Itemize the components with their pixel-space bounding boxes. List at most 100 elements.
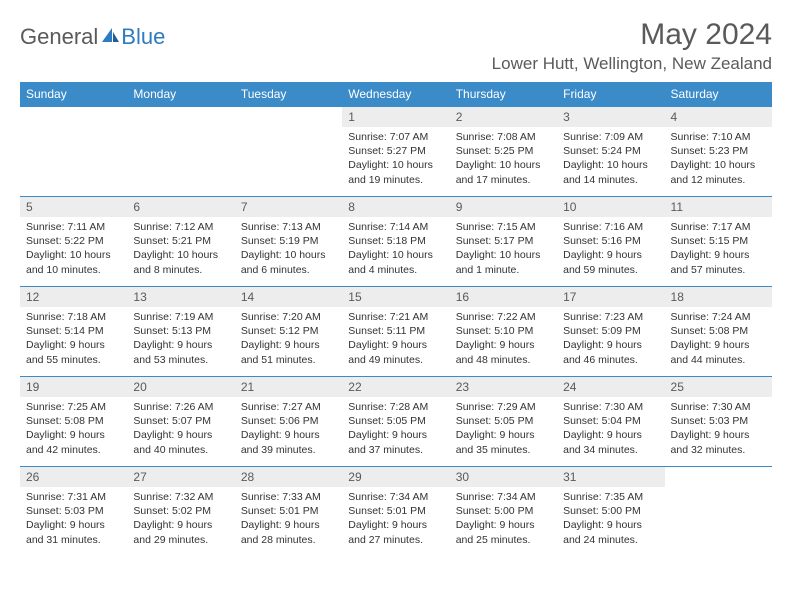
day-details: Sunrise: 7:19 AM Sunset: 5:13 PM Dayligh…: [127, 307, 234, 371]
day-details: Sunrise: 7:16 AM Sunset: 5:16 PM Dayligh…: [557, 217, 664, 281]
day-details: Sunrise: 7:32 AM Sunset: 5:02 PM Dayligh…: [127, 487, 234, 551]
calendar-cell: 18Sunrise: 7:24 AM Sunset: 5:08 PM Dayli…: [665, 287, 772, 377]
day-details: Sunrise: 7:27 AM Sunset: 5:06 PM Dayligh…: [235, 397, 342, 461]
calendar-cell: 8Sunrise: 7:14 AM Sunset: 5:18 PM Daylig…: [342, 197, 449, 287]
calendar-cell: 21Sunrise: 7:27 AM Sunset: 5:06 PM Dayli…: [235, 377, 342, 467]
calendar-body: ......1Sunrise: 7:07 AM Sunset: 5:27 PM …: [20, 107, 772, 557]
calendar-cell: 23Sunrise: 7:29 AM Sunset: 5:05 PM Dayli…: [450, 377, 557, 467]
calendar-cell: 3Sunrise: 7:09 AM Sunset: 5:24 PM Daylig…: [557, 107, 664, 197]
calendar-cell: 31Sunrise: 7:35 AM Sunset: 5:00 PM Dayli…: [557, 467, 664, 557]
calendar-cell: 4Sunrise: 7:10 AM Sunset: 5:23 PM Daylig…: [665, 107, 772, 197]
day-details: Sunrise: 7:29 AM Sunset: 5:05 PM Dayligh…: [450, 397, 557, 461]
calendar-cell: 6Sunrise: 7:12 AM Sunset: 5:21 PM Daylig…: [127, 197, 234, 287]
calendar-cell: 12Sunrise: 7:18 AM Sunset: 5:14 PM Dayli…: [20, 287, 127, 377]
day-details: Sunrise: 7:15 AM Sunset: 5:17 PM Dayligh…: [450, 217, 557, 281]
calendar-cell: 24Sunrise: 7:30 AM Sunset: 5:04 PM Dayli…: [557, 377, 664, 467]
day-number: 5: [20, 197, 127, 217]
day-number: 3: [557, 107, 664, 127]
calendar-cell: 26Sunrise: 7:31 AM Sunset: 5:03 PM Dayli…: [20, 467, 127, 557]
calendar-cell: 7Sunrise: 7:13 AM Sunset: 5:19 PM Daylig…: [235, 197, 342, 287]
logo-text-general: General: [20, 24, 98, 50]
day-header: Tuesday: [235, 82, 342, 107]
day-header: Saturday: [665, 82, 772, 107]
day-header: Monday: [127, 82, 234, 107]
day-details: Sunrise: 7:07 AM Sunset: 5:27 PM Dayligh…: [342, 127, 449, 191]
calendar-week-row: 26Sunrise: 7:31 AM Sunset: 5:03 PM Dayli…: [20, 467, 772, 557]
calendar-table: SundayMondayTuesdayWednesdayThursdayFrid…: [20, 82, 772, 557]
calendar-cell: 11Sunrise: 7:17 AM Sunset: 5:15 PM Dayli…: [665, 197, 772, 287]
day-details: Sunrise: 7:26 AM Sunset: 5:07 PM Dayligh…: [127, 397, 234, 461]
day-details: Sunrise: 7:25 AM Sunset: 5:08 PM Dayligh…: [20, 397, 127, 461]
day-header: Thursday: [450, 82, 557, 107]
day-number: 15: [342, 287, 449, 307]
month-title: May 2024: [492, 18, 772, 52]
logo-text-blue: Blue: [121, 24, 165, 50]
day-number: 7: [235, 197, 342, 217]
day-details: Sunrise: 7:18 AM Sunset: 5:14 PM Dayligh…: [20, 307, 127, 371]
day-header: Sunday: [20, 82, 127, 107]
day-header: Wednesday: [342, 82, 449, 107]
day-details: Sunrise: 7:31 AM Sunset: 5:03 PM Dayligh…: [20, 487, 127, 551]
day-details: Sunrise: 7:09 AM Sunset: 5:24 PM Dayligh…: [557, 127, 664, 191]
day-number: 20: [127, 377, 234, 397]
day-number: 12: [20, 287, 127, 307]
day-number: 11: [665, 197, 772, 217]
calendar-cell: ..: [235, 107, 342, 197]
calendar-week-row: 5Sunrise: 7:11 AM Sunset: 5:22 PM Daylig…: [20, 197, 772, 287]
calendar-cell: 10Sunrise: 7:16 AM Sunset: 5:16 PM Dayli…: [557, 197, 664, 287]
calendar-cell: 20Sunrise: 7:26 AM Sunset: 5:07 PM Dayli…: [127, 377, 234, 467]
day-number: 9: [450, 197, 557, 217]
day-number: 28: [235, 467, 342, 487]
day-details: Sunrise: 7:10 AM Sunset: 5:23 PM Dayligh…: [665, 127, 772, 191]
day-details: Sunrise: 7:30 AM Sunset: 5:04 PM Dayligh…: [557, 397, 664, 461]
day-number: 17: [557, 287, 664, 307]
day-details: Sunrise: 7:17 AM Sunset: 5:15 PM Dayligh…: [665, 217, 772, 281]
day-number: 31: [557, 467, 664, 487]
day-header: Friday: [557, 82, 664, 107]
day-details: Sunrise: 7:08 AM Sunset: 5:25 PM Dayligh…: [450, 127, 557, 191]
day-number: 10: [557, 197, 664, 217]
calendar-head: SundayMondayTuesdayWednesdayThursdayFrid…: [20, 82, 772, 107]
day-details: Sunrise: 7:35 AM Sunset: 5:00 PM Dayligh…: [557, 487, 664, 551]
day-details: Sunrise: 7:23 AM Sunset: 5:09 PM Dayligh…: [557, 307, 664, 371]
calendar-cell: 22Sunrise: 7:28 AM Sunset: 5:05 PM Dayli…: [342, 377, 449, 467]
logo-sail-icon: [100, 24, 120, 50]
title-block: May 2024 Lower Hutt, Wellington, New Zea…: [492, 18, 772, 80]
calendar-cell: 28Sunrise: 7:33 AM Sunset: 5:01 PM Dayli…: [235, 467, 342, 557]
day-details: Sunrise: 7:12 AM Sunset: 5:21 PM Dayligh…: [127, 217, 234, 281]
calendar-cell: 17Sunrise: 7:23 AM Sunset: 5:09 PM Dayli…: [557, 287, 664, 377]
day-number: 30: [450, 467, 557, 487]
day-details: Sunrise: 7:34 AM Sunset: 5:01 PM Dayligh…: [342, 487, 449, 551]
calendar-cell: 5Sunrise: 7:11 AM Sunset: 5:22 PM Daylig…: [20, 197, 127, 287]
day-number: 22: [342, 377, 449, 397]
calendar-cell: 2Sunrise: 7:08 AM Sunset: 5:25 PM Daylig…: [450, 107, 557, 197]
day-number: 8: [342, 197, 449, 217]
calendar-week-row: 19Sunrise: 7:25 AM Sunset: 5:08 PM Dayli…: [20, 377, 772, 467]
day-number: 4: [665, 107, 772, 127]
day-details: Sunrise: 7:24 AM Sunset: 5:08 PM Dayligh…: [665, 307, 772, 371]
day-details: Sunrise: 7:34 AM Sunset: 5:00 PM Dayligh…: [450, 487, 557, 551]
calendar-cell: ..: [20, 107, 127, 197]
day-details: Sunrise: 7:13 AM Sunset: 5:19 PM Dayligh…: [235, 217, 342, 281]
day-number: 27: [127, 467, 234, 487]
day-details: Sunrise: 7:33 AM Sunset: 5:01 PM Dayligh…: [235, 487, 342, 551]
day-number: 19: [20, 377, 127, 397]
calendar-cell: 29Sunrise: 7:34 AM Sunset: 5:01 PM Dayli…: [342, 467, 449, 557]
day-number: 21: [235, 377, 342, 397]
day-number: 24: [557, 377, 664, 397]
day-number: 2: [450, 107, 557, 127]
calendar-cell: 13Sunrise: 7:19 AM Sunset: 5:13 PM Dayli…: [127, 287, 234, 377]
day-details: Sunrise: 7:20 AM Sunset: 5:12 PM Dayligh…: [235, 307, 342, 371]
day-number: 26: [20, 467, 127, 487]
calendar-cell: 30Sunrise: 7:34 AM Sunset: 5:00 PM Dayli…: [450, 467, 557, 557]
calendar-cell: 16Sunrise: 7:22 AM Sunset: 5:10 PM Dayli…: [450, 287, 557, 377]
calendar-cell: 9Sunrise: 7:15 AM Sunset: 5:17 PM Daylig…: [450, 197, 557, 287]
day-number: 18: [665, 287, 772, 307]
day-details: Sunrise: 7:28 AM Sunset: 5:05 PM Dayligh…: [342, 397, 449, 461]
location: Lower Hutt, Wellington, New Zealand: [492, 54, 772, 74]
day-number: 14: [235, 287, 342, 307]
calendar-cell: 19Sunrise: 7:25 AM Sunset: 5:08 PM Dayli…: [20, 377, 127, 467]
logo: General Blue: [20, 18, 165, 50]
day-number: 1: [342, 107, 449, 127]
day-number: 13: [127, 287, 234, 307]
